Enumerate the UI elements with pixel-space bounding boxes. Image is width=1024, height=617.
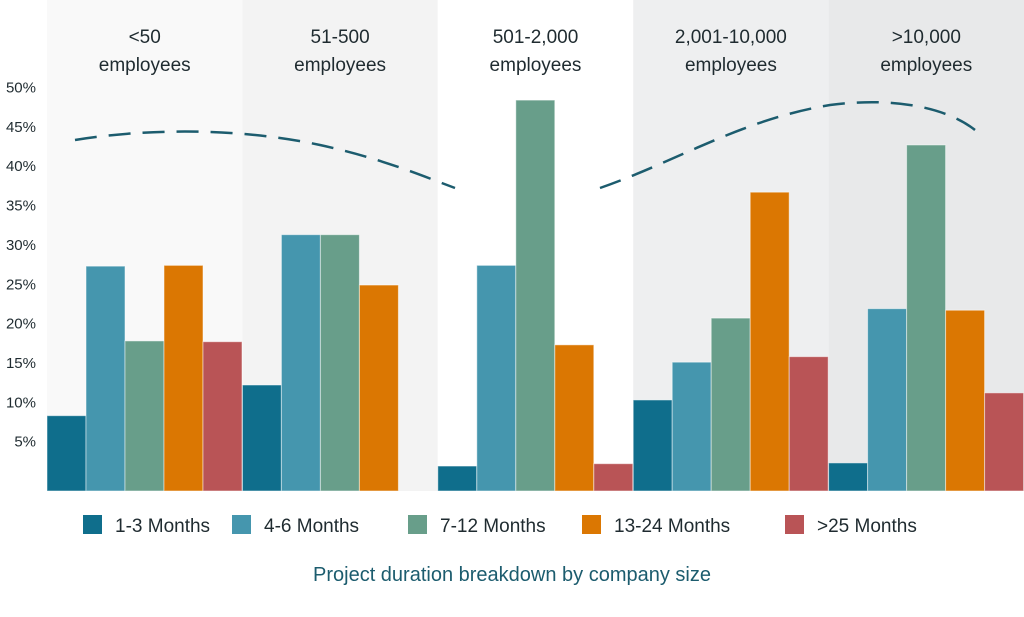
- category-label: 501-2,000: [493, 27, 579, 48]
- bar-13-24-months: [945, 309, 986, 492]
- bar--25-months: [788, 356, 829, 492]
- bar-7-12-months: [515, 99, 556, 492]
- legend-label: 4-6 Months: [264, 516, 359, 537]
- y-tick-label: 40%: [6, 158, 36, 175]
- category-label: employees: [880, 55, 972, 76]
- y-tick-label: 10%: [6, 394, 36, 411]
- bar-1-3-months: [46, 415, 87, 492]
- y-tick-label: 25%: [6, 276, 36, 293]
- bar--25-months: [593, 463, 634, 492]
- bar-4-6-months: [867, 308, 908, 492]
- category-label: employees: [294, 55, 386, 76]
- bar--25-months: [202, 341, 243, 492]
- y-tick-label: 45%: [6, 119, 36, 136]
- category-label: employees: [99, 55, 191, 76]
- bar-1-3-months: [241, 384, 282, 492]
- bar--25-months: [984, 392, 1024, 492]
- bar-4-6-months: [671, 361, 712, 492]
- bar-13-24-months: [163, 264, 204, 492]
- y-tick-label: 5%: [14, 434, 36, 451]
- legend-swatch: [83, 515, 102, 534]
- bar-1-3-months: [632, 399, 673, 492]
- bar-13-24-months: [554, 344, 595, 492]
- legend-swatch: [785, 515, 804, 534]
- bar-4-6-months: [476, 264, 517, 492]
- legend-label: 7-12 Months: [440, 516, 546, 537]
- legend-label: 1-3 Months: [115, 516, 210, 537]
- bar-1-3-months: [828, 462, 869, 492]
- legend-swatch: [232, 515, 251, 534]
- trend-line: [599, 100, 976, 190]
- legend-swatch: [582, 515, 601, 534]
- bar-7-12-months: [906, 144, 947, 492]
- legend-label: 13-24 Months: [614, 516, 730, 537]
- bar-7-12-months: [710, 317, 751, 492]
- category-label: >10,000: [892, 27, 961, 48]
- y-tick-label: 20%: [6, 316, 36, 333]
- trend-line: [74, 130, 456, 190]
- category-label: <50: [129, 27, 161, 48]
- category-label: 51-500: [311, 27, 370, 48]
- bar-13-24-months: [358, 284, 399, 492]
- bar-1-3-months: [437, 465, 478, 492]
- category-label: employees: [490, 55, 582, 76]
- y-tick-label: 15%: [6, 355, 36, 372]
- legend-label: >25 Months: [817, 516, 917, 537]
- bar-7-12-months: [319, 234, 360, 492]
- category-label: 2,001-10,000: [675, 27, 787, 48]
- y-tick-label: 35%: [6, 198, 36, 215]
- chart-title: Project duration breakdown by company si…: [313, 564, 711, 586]
- y-tick-label: 30%: [6, 237, 36, 254]
- bar-4-6-months: [85, 265, 126, 492]
- y-tick-label: 50%: [6, 80, 36, 97]
- category-label: employees: [685, 55, 777, 76]
- legend-swatch: [408, 515, 427, 534]
- bar-13-24-months: [749, 191, 790, 492]
- bar-4-6-months: [280, 234, 321, 492]
- bar-7-12-months: [124, 340, 165, 492]
